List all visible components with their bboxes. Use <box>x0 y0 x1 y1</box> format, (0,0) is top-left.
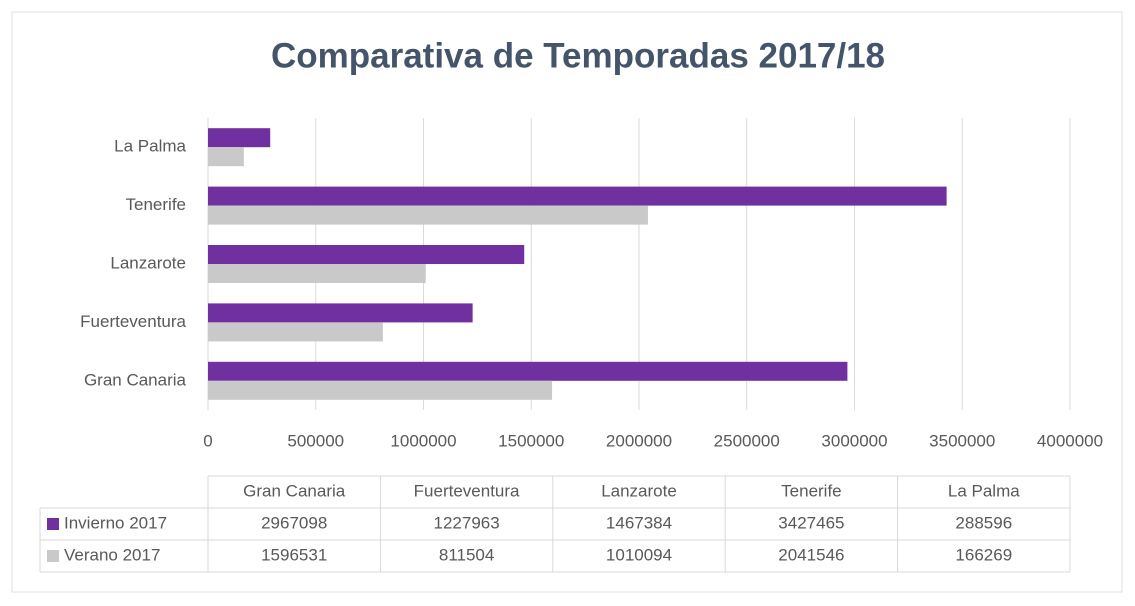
table-cell: 2041546 <box>778 545 844 564</box>
x-tick-label: 3500000 <box>929 431 995 450</box>
table-header: Fuerteventura <box>414 481 520 500</box>
table-cell: 811504 <box>439 545 494 564</box>
x-tick-label: 1500000 <box>498 431 564 450</box>
table-header: Lanzarote <box>601 481 677 500</box>
table-cell: 1227963 <box>434 513 500 532</box>
table-cell: 1596531 <box>261 545 327 564</box>
y-tick-label: Tenerife <box>126 195 186 214</box>
x-tick-label: 3000000 <box>821 431 887 450</box>
x-tick-label: 500000 <box>287 431 344 450</box>
bar <box>208 147 244 167</box>
chart-border <box>11 11 1123 593</box>
legend-key <box>47 518 59 530</box>
x-tick-label: 4000000 <box>1037 431 1103 450</box>
y-tick-label: Gran Canaria <box>84 370 187 389</box>
x-tick-label: 2500000 <box>714 431 780 450</box>
legend-label: Verano 2017 <box>64 545 160 564</box>
bar <box>208 264 426 283</box>
table-cell: 288596 <box>955 513 1012 532</box>
bar <box>208 322 383 342</box>
table-cell: 2967098 <box>261 513 327 532</box>
legend-key <box>47 550 59 562</box>
bar <box>208 245 525 264</box>
bar <box>208 205 648 225</box>
table-cell: 166269 <box>955 545 1012 564</box>
bar <box>208 128 271 148</box>
chart-title: Comparativa de Temporadas 2017/18 <box>271 36 885 75</box>
bar <box>208 303 473 323</box>
table-cell: 1467384 <box>606 513 672 532</box>
table-cell: 3427465 <box>778 513 844 532</box>
x-tick-label: 1000000 <box>390 431 456 450</box>
bar <box>208 361 848 381</box>
table-header: Tenerife <box>781 481 841 500</box>
table-header: Gran Canaria <box>243 481 346 500</box>
y-tick-label: Lanzarote <box>110 253 186 272</box>
table-header: La Palma <box>948 481 1020 500</box>
x-tick-label: 0 <box>203 431 212 450</box>
bar <box>208 380 553 400</box>
table-cell: 1010094 <box>606 545 672 564</box>
y-tick-label: Fuerteventura <box>80 312 186 331</box>
bar <box>208 186 947 206</box>
y-tick-label: La Palma <box>114 137 186 156</box>
legend-label: Invierno 2017 <box>64 513 167 532</box>
x-tick-label: 2000000 <box>606 431 672 450</box>
